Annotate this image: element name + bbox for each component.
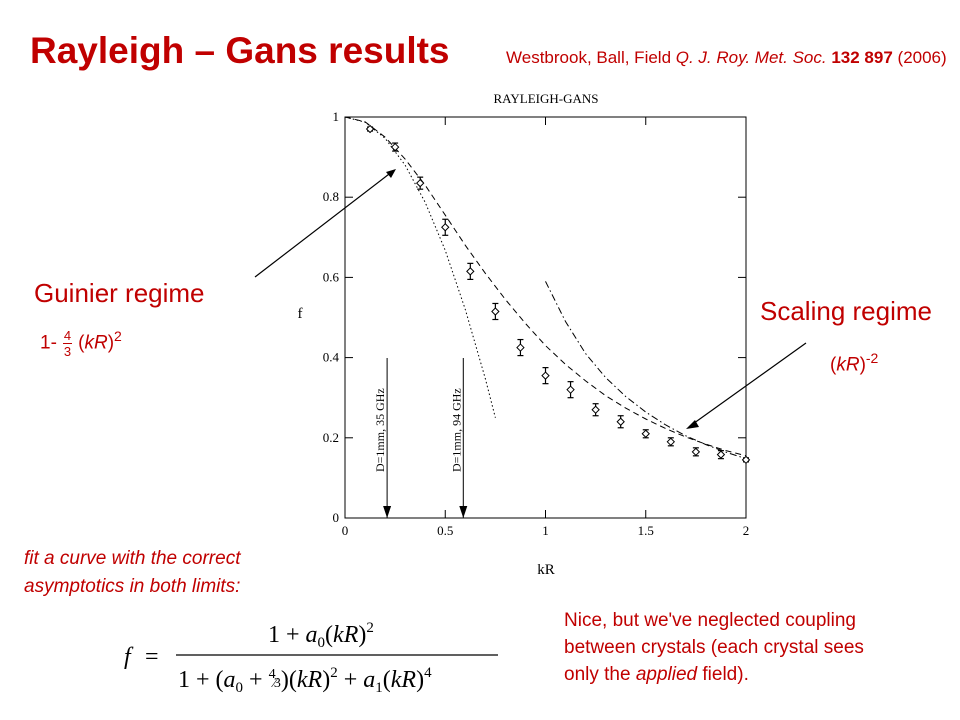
curve-dotted <box>344 116 496 418</box>
data-point <box>491 307 500 316</box>
x-tick-label: 1.5 <box>638 523 654 538</box>
y-tick-label: 0.4 <box>323 350 340 365</box>
y-tick-label: 1 <box>333 109 340 124</box>
data-point <box>441 223 450 232</box>
curve-dashed <box>344 116 747 457</box>
marker-label: D=1mm, 94 GHz <box>449 388 463 472</box>
citation-journal: Q. J. Roy. Met. Soc. <box>675 48 827 67</box>
guinier-arrow <box>254 170 394 278</box>
fit-note-line-1: fit a curve with the correct <box>24 548 241 569</box>
guinier-paren-open: ( <box>78 332 85 354</box>
fit-note: fit a curve with the correct asymptotics… <box>24 545 240 601</box>
scaling-exponent: -2 <box>865 350 879 366</box>
fraction-numerator: 4 <box>62 328 73 344</box>
data-point <box>591 405 600 414</box>
data-point <box>365 124 375 134</box>
formula-denominator: 1 + (a0 + 4 ⁄3)(kR)2 + a1(kR)4 <box>178 665 432 696</box>
guinier-regime-label: Guinier regime <box>34 278 205 308</box>
scaling-regime-label: Scaling regime <box>760 296 932 326</box>
scaling-paren-open: ( <box>830 354 837 376</box>
guinier-expression: 1- 4 3 (kR)2 <box>40 328 122 359</box>
marker-arrowhead <box>459 506 468 518</box>
scaling-arrowhead <box>686 420 699 429</box>
plot-frame <box>344 116 747 519</box>
data-point <box>641 429 650 438</box>
marker-arrowhead <box>383 506 392 518</box>
y-tick-label: 0.6 <box>323 269 340 284</box>
scaling-variable: kR <box>836 354 860 376</box>
slide-title: Rayleigh – Gans results <box>30 30 450 71</box>
coupling-note-line-3: only the applied field). <box>564 661 864 688</box>
data-point <box>541 371 550 380</box>
data-point <box>390 142 400 152</box>
data-point <box>466 267 475 276</box>
coupling-note-line-2: between crystals (each crystal sees <box>564 637 864 658</box>
coupling-note: Nice, but we've neglected coupling betwe… <box>564 607 864 688</box>
data-point <box>516 343 525 352</box>
curve-dash-dot <box>545 281 747 460</box>
fit-formula: f = 1 + a0(kR)2 1 + (a0 + 4 ⁄3)(kR)2 + a1… <box>124 620 498 696</box>
frequency-markers: D=1mm, 35 GHz D=1mm, 94 GHz <box>373 358 468 518</box>
data-point <box>666 437 676 447</box>
scaling-expression: (kR)-2 <box>830 350 878 376</box>
citation-volume: 132 897 <box>831 48 893 67</box>
y-axis: 0 0.2 0.4 0.6 0.8 1 <box>323 109 746 525</box>
coupling-note-post: field). <box>702 664 749 685</box>
y-tick-label: 0.2 <box>323 430 339 445</box>
data-points <box>365 124 751 465</box>
coupling-note-line-1: Nice, but we've neglected coupling <box>564 610 856 631</box>
y-axis-label: f <box>298 306 303 322</box>
scaling-arrow <box>689 342 807 427</box>
guinier-exponent: 2 <box>114 328 122 345</box>
x-axis: 0 0.5 1 1.5 2 <box>342 117 750 538</box>
fit-note-line-2: asymptotics in both limits: <box>24 576 241 597</box>
x-axis-label: kR <box>537 562 555 578</box>
data-point <box>616 417 625 426</box>
guinier-variable: kR <box>84 332 108 354</box>
data-point <box>691 447 701 457</box>
data-point <box>566 385 575 394</box>
coupling-note-emphasis: applied <box>635 664 698 685</box>
fit-curves <box>344 116 747 460</box>
x-tick-label: 1 <box>542 523 549 538</box>
guinier-paren-close: ) <box>107 332 115 354</box>
formula-equals: = <box>145 644 159 670</box>
scaling-paren-close: ) <box>859 354 866 376</box>
data-point <box>716 450 726 459</box>
coupling-note-pre: only the <box>564 664 631 685</box>
guinier-expr-prefix: 1- <box>40 332 57 354</box>
chart-title: RAYLEIGH-GANS <box>494 91 599 106</box>
x-tick-label: 2 <box>743 523 750 538</box>
citation-year: (2006) <box>897 48 947 67</box>
data-point <box>741 455 751 465</box>
x-tick-label: 0 <box>342 523 349 538</box>
citation-authors: Westbrook, Ball, Field <box>506 48 672 67</box>
citation: Westbrook, Ball, Field Q. J. Roy. Met. S… <box>506 48 947 68</box>
formula-f: f <box>124 644 134 670</box>
marker-label: D=1mm, 35 GHz <box>373 388 387 472</box>
x-tick-label: 0.5 <box>437 523 453 538</box>
data-point <box>415 178 425 188</box>
y-tick-label: 0.8 <box>323 189 339 204</box>
formula-numerator: 1 + a0(kR)2 <box>268 620 374 651</box>
fraction-denominator: 3 <box>63 344 72 359</box>
y-tick-label: 0 <box>333 510 340 525</box>
guinier-arrowhead <box>386 169 396 178</box>
